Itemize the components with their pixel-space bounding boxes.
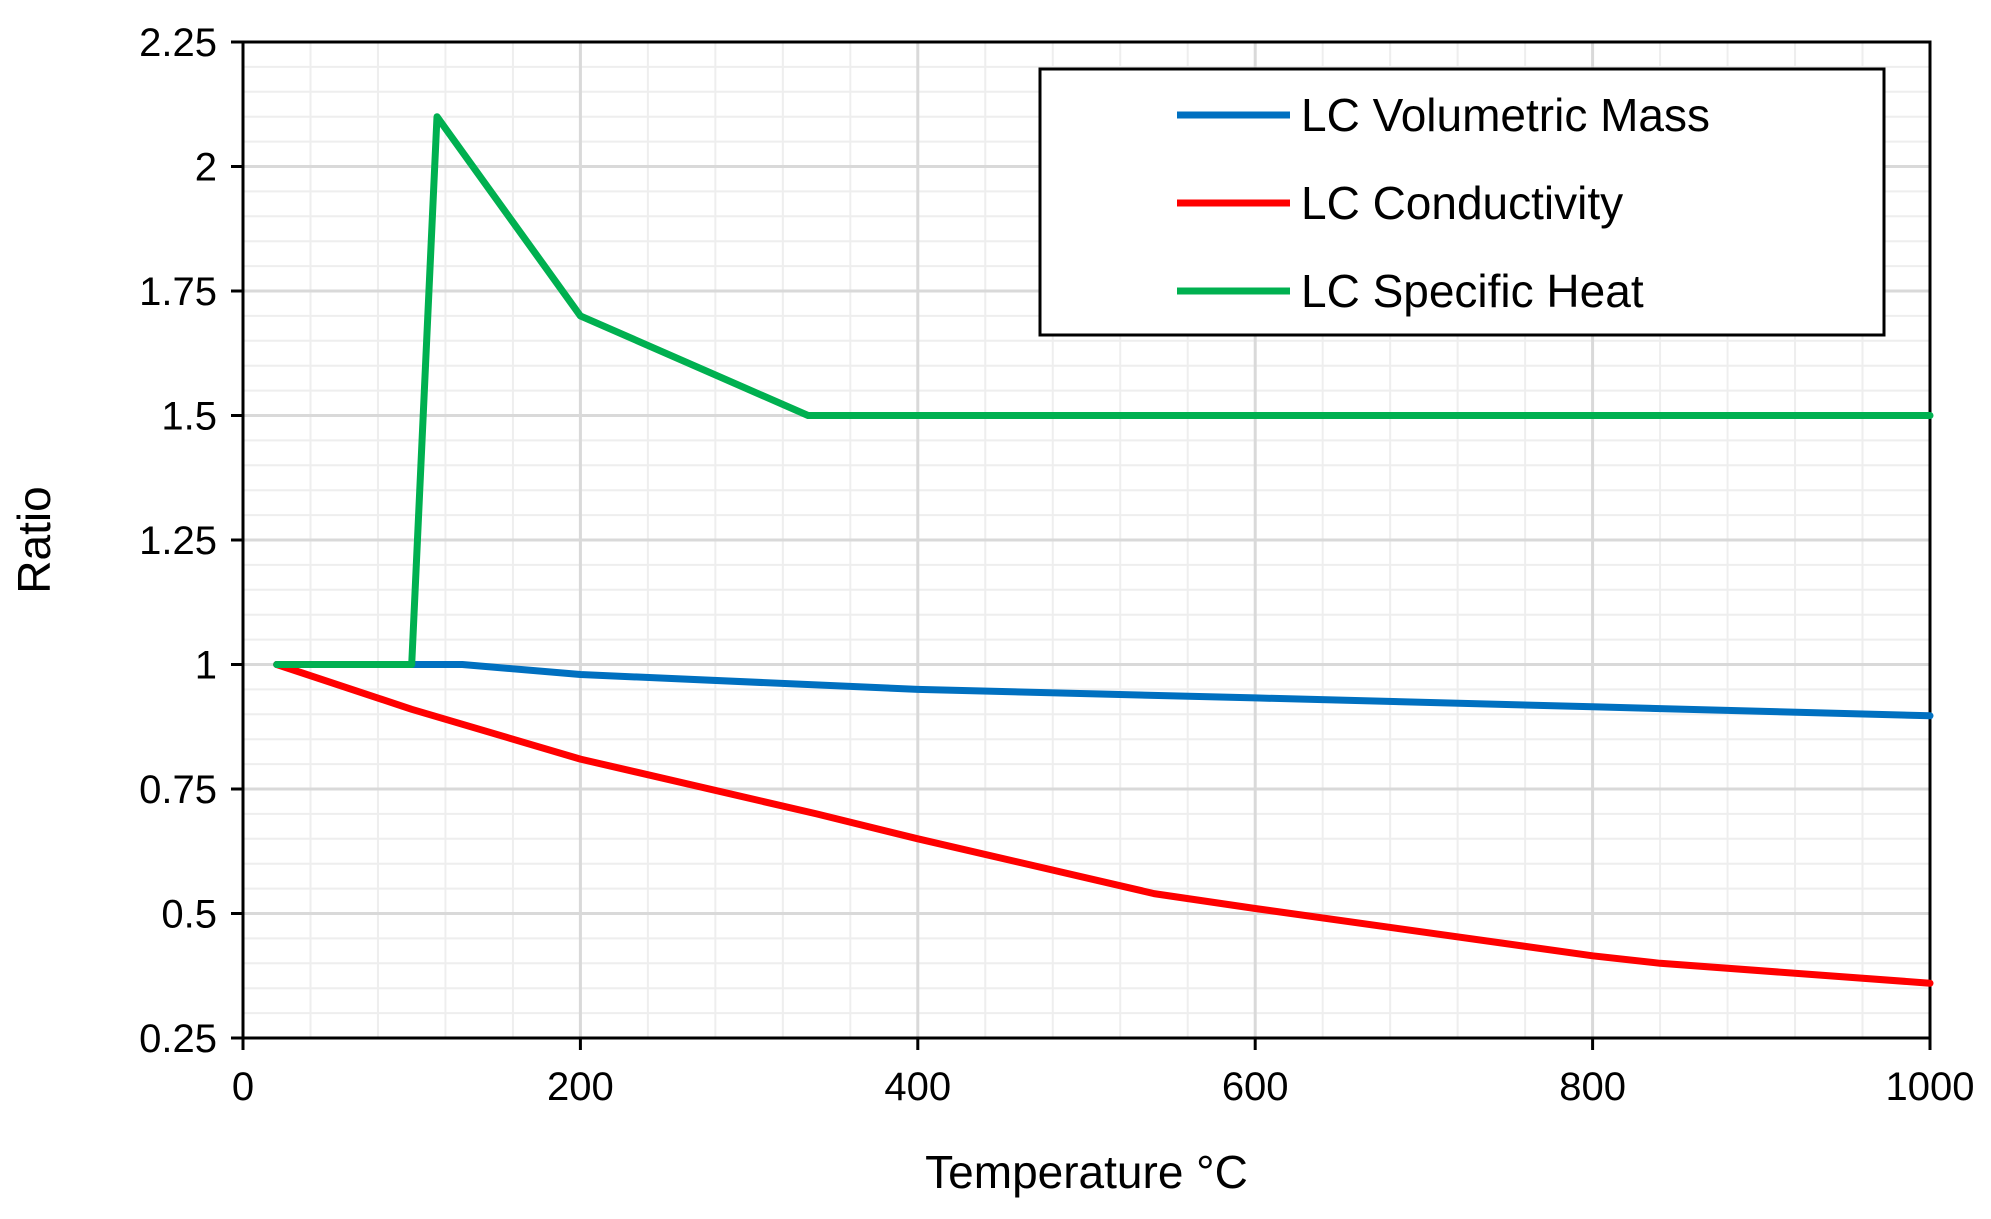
legend-label-volumetric-mass: LC Volumetric Mass — [1301, 89, 1710, 141]
y-tick-label: 2 — [195, 146, 217, 190]
legend: LC Volumetric Mass LC Conductivity LC Sp… — [1038, 67, 1886, 337]
y-tick-label: 1.75 — [139, 270, 217, 314]
x-tick-label: 600 — [1222, 1065, 1289, 1109]
x-tick-label: 200 — [547, 1065, 614, 1109]
x-tick-label: 1000 — [1886, 1065, 1975, 1109]
y-tick-label: 1.5 — [161, 395, 217, 439]
y-tick-label: 0.75 — [139, 768, 217, 812]
series-line-conductivity — [273, 661, 1934, 987]
x-tick-label: 800 — [1559, 1065, 1626, 1109]
x-tick-label: 400 — [884, 1065, 951, 1109]
series-line-specific-heat — [273, 113, 1934, 668]
x-tick-label: 0 — [232, 1065, 254, 1109]
y-tick-label: 1.25 — [139, 519, 217, 563]
y-tick-label: 0.5 — [161, 893, 217, 937]
y-axis-ticks: 0.25 0.5 0.75 1 1.25 1.5 1.75 2 2.25 — [139, 21, 243, 1061]
series-line-volumetric-mass — [273, 661, 1934, 720]
y-tick-label: 2.25 — [139, 21, 217, 65]
x-axis-title: Temperature °C — [925, 1146, 1248, 1198]
legend-label-conductivity: LC Conductivity — [1301, 177, 1623, 229]
series-layer — [273, 113, 1934, 987]
y-axis-title: Ratio — [8, 486, 60, 593]
y-tick-label: 0.25 — [139, 1017, 217, 1061]
y-tick-label: 1 — [195, 644, 217, 688]
x-axis-ticks: 0 200 400 600 800 1000 — [232, 1038, 1975, 1109]
legend-label-specific-heat: LC Specific Heat — [1301, 265, 1644, 317]
